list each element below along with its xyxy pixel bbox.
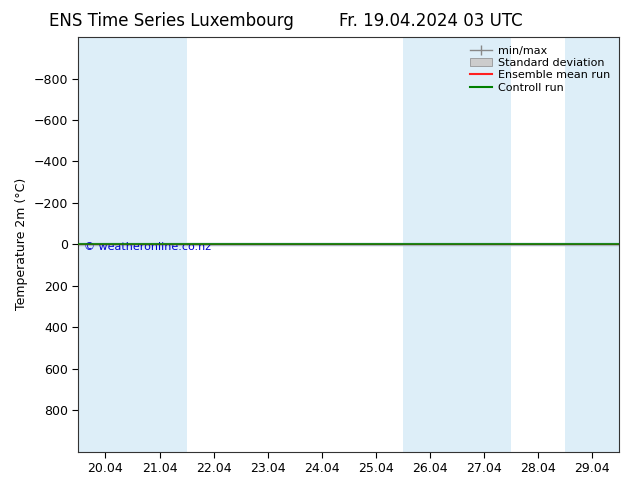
Bar bbox=[457, 37, 511, 452]
Bar bbox=[403, 37, 457, 452]
Legend: min/max, Standard deviation, Ensemble mean run, Controll run: min/max, Standard deviation, Ensemble me… bbox=[467, 43, 614, 96]
Bar bbox=[79, 37, 133, 452]
Text: ENS Time Series Luxembourg: ENS Time Series Luxembourg bbox=[49, 12, 294, 30]
Y-axis label: Temperature 2m (°C): Temperature 2m (°C) bbox=[15, 178, 28, 311]
Text: Fr. 19.04.2024 03 UTC: Fr. 19.04.2024 03 UTC bbox=[339, 12, 523, 30]
Bar bbox=[133, 37, 186, 452]
Text: © weatheronline.co.nz: © weatheronline.co.nz bbox=[84, 242, 211, 252]
Bar bbox=[565, 37, 619, 452]
